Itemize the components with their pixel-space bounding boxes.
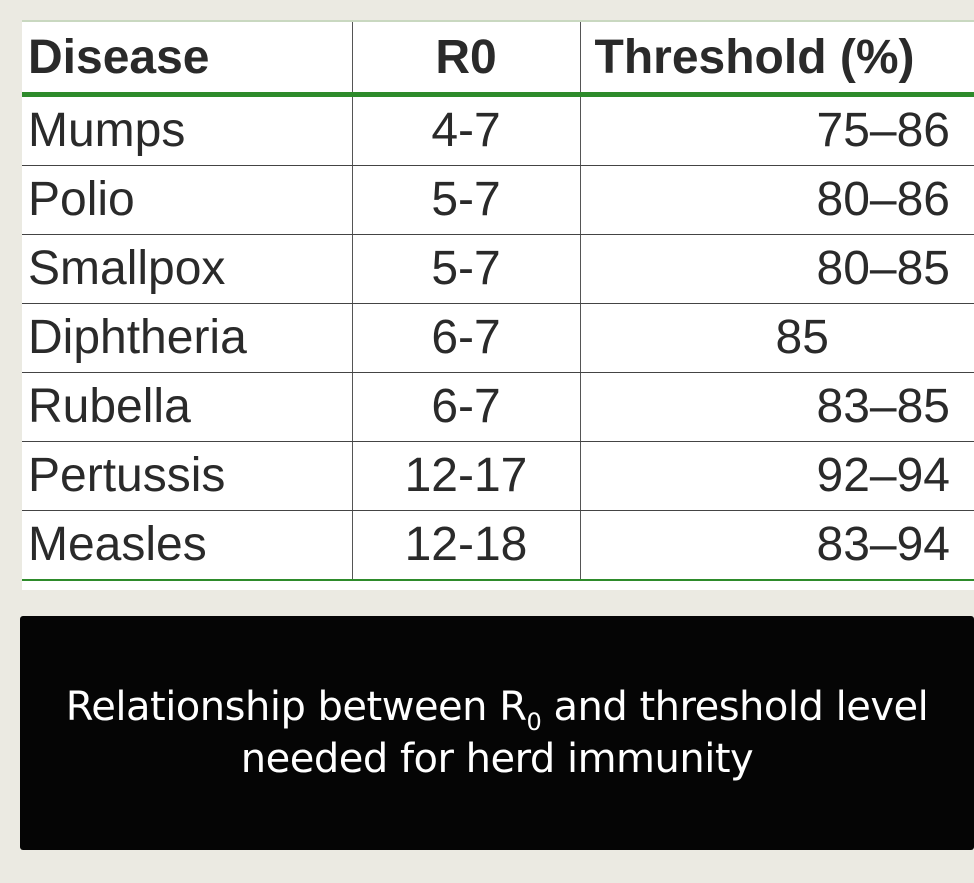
caption-line1-start: Relationship between R	[65, 684, 527, 730]
cell-r0: 12-18	[351, 510, 580, 581]
cell-threshold: 75–86	[579, 94, 974, 166]
data-table: Disease R0 Threshold (%) Mumps 4-7 75–86…	[22, 22, 974, 581]
cell-disease: Diphtheria	[22, 303, 352, 373]
table-row: Rubella 6-7 83–85	[22, 372, 974, 442]
cell-r0: 12-17	[351, 441, 580, 511]
caption-line1-end: and threshold level	[541, 684, 929, 730]
cell-r0: 4-7	[351, 94, 580, 166]
cell-threshold: 85	[579, 303, 974, 373]
table-row: Measles 12-18 83–94	[22, 510, 974, 581]
cell-threshold: 83–94	[579, 510, 974, 581]
cell-disease: Polio	[22, 165, 352, 235]
cell-disease: Measles	[22, 510, 352, 581]
cell-disease: Rubella	[22, 372, 352, 442]
cell-r0: 5-7	[351, 165, 580, 235]
caption-box: Relationship between R0 and threshold le…	[20, 616, 974, 850]
table-row: Smallpox 5-7 80–85	[22, 234, 974, 304]
caption-subscript: 0	[526, 708, 542, 736]
table-row: Polio 5-7 80–86	[22, 165, 974, 235]
cell-threshold: 83–85	[579, 372, 974, 442]
header-r0: R0	[351, 22, 580, 97]
caption-line2: needed for herd immunity	[240, 736, 754, 782]
cell-threshold: 80–86	[579, 165, 974, 235]
caption-text: Relationship between R0 and threshold le…	[65, 681, 929, 785]
table-row: Mumps 4-7 75–86	[22, 94, 974, 166]
header-threshold: Threshold (%)	[579, 22, 974, 97]
header-row: Disease R0 Threshold (%)	[22, 22, 974, 97]
cell-disease: Mumps	[22, 94, 352, 166]
cell-disease: Pertussis	[22, 441, 352, 511]
cell-threshold: 80–85	[579, 234, 974, 304]
cell-r0: 6-7	[351, 303, 580, 373]
herd-immunity-table: Disease R0 Threshold (%) Mumps 4-7 75–86…	[22, 20, 974, 590]
cell-threshold: 92–94	[579, 441, 974, 511]
table-row: Diphtheria 6-7 85	[22, 303, 974, 373]
header-disease: Disease	[22, 22, 352, 97]
table-row: Pertussis 12-17 92–94	[22, 441, 974, 511]
cell-r0: 6-7	[351, 372, 580, 442]
cell-disease: Smallpox	[22, 234, 352, 304]
cell-r0: 5-7	[351, 234, 580, 304]
